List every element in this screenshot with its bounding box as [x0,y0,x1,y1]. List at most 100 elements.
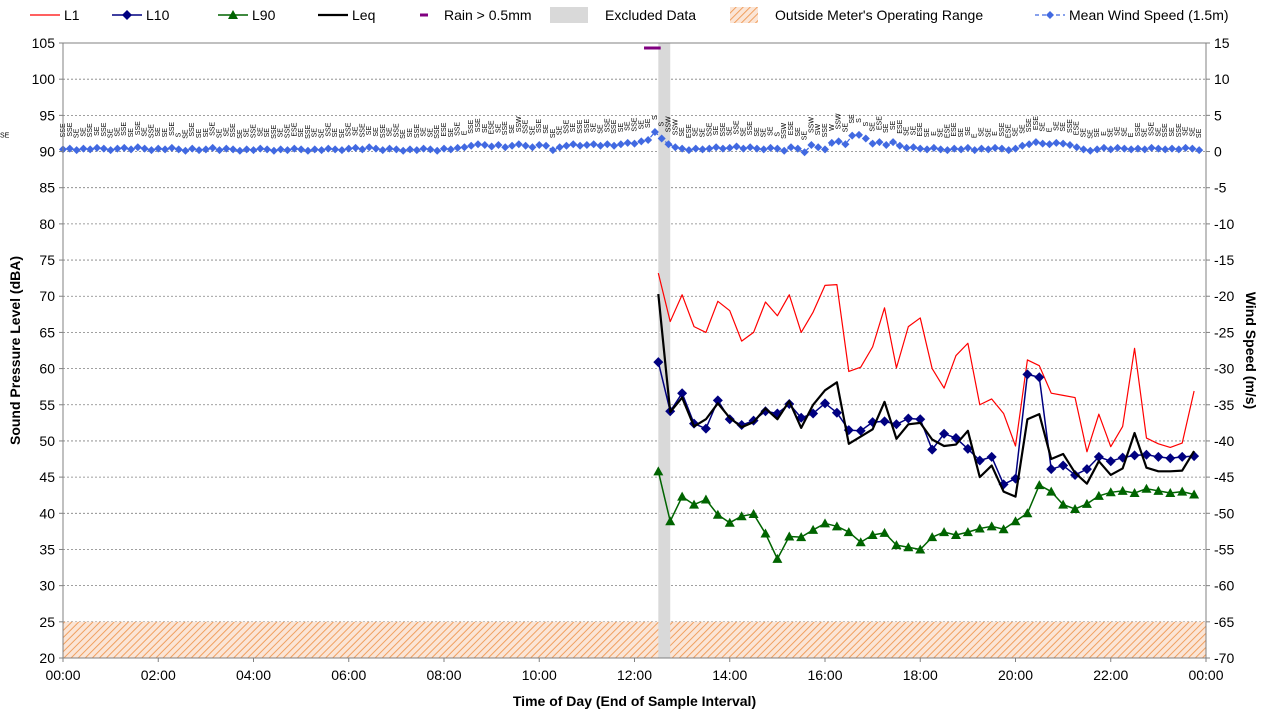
x-tick-label: 10:00 [522,667,557,683]
l90-point [689,499,700,509]
wind-speed-point [562,141,571,150]
wind-direction-label: SE [557,126,564,136]
wind-direction-label: SE [910,126,917,136]
wind-speed-point [269,146,278,155]
l10-point [700,423,711,434]
l10-line [657,361,1195,486]
wind-speed-point [249,146,258,155]
wind-direction-label: SE [332,128,339,138]
wind-speed-point [834,137,843,146]
wind-direction-label: SE [849,114,856,124]
wind-direction-label: SE [114,127,121,137]
l90-point [879,527,890,537]
wind-direction-label: SE [645,118,652,128]
wind-direction-label: SSE [706,122,713,136]
wind-speed-point [800,148,809,157]
wind-speed-point [147,146,156,155]
x-tick-label: 22:00 [1093,667,1128,683]
wind-speed-point [1154,144,1163,153]
wind-direction-label: SE [482,123,489,133]
wind-speed-point [392,145,401,154]
wind-speed-point [977,144,986,153]
y2-tick-label: 10 [1214,71,1230,87]
y-tick-label: 60 [39,361,55,377]
wind-direction-label: SE [679,127,686,137]
wind-direction-label: SE [1189,127,1196,137]
y-tick-label: 40 [39,505,55,521]
wind-speed-point [487,142,496,151]
y-tick-label: 85 [39,180,55,196]
l90-point [831,521,842,531]
y2-tick-label: -60 [1214,578,1234,594]
wind-direction-label: SE [353,126,360,136]
l10-point [831,407,842,418]
wind-direction-label: SE [155,127,162,137]
l90-point [1165,488,1176,498]
wind-speed-point [419,144,428,153]
l90-point [796,532,807,542]
wind-direction-label: SE [509,124,516,134]
wind-speed-point [684,146,693,155]
l90-point [665,516,676,526]
wind-direction-label: SSE [1026,118,1033,132]
wind-direction-label: SE [591,123,598,133]
l10-point [760,406,771,417]
wind-direction-label: SSE [604,118,611,132]
l90-point [1153,485,1164,495]
wind-speed-point [603,140,612,149]
wind-speed-point [127,145,136,154]
l10-point [939,428,950,439]
y2-tick-label: -10 [1214,216,1234,232]
wind-direction-label: SSE [632,117,639,131]
wind-direction-label: SSE [230,123,237,137]
wind-direction-label: ESE [441,122,448,136]
l90-point [772,553,783,563]
l90-point [808,524,819,534]
x-tick-label: 08:00 [426,667,461,683]
wind-speed-point [65,144,74,153]
y2-tick-label: -25 [1214,324,1234,340]
y2-tick-label: -70 [1214,650,1234,666]
wind-direction-label: SE [427,128,434,138]
wind-direction-label: ESE [897,119,904,133]
l90-point [1022,508,1033,518]
wind-direction-label: SE [1019,124,1026,134]
y2-tick-label: 5 [1214,107,1222,123]
wind-direction-label: SE [985,128,992,138]
legend-item-rain: Rain > 0.5mm [420,7,532,23]
x-tick-label: 00:00 [1188,667,1223,683]
plot-area: SSE SSE SE SE SSE SE SSE SE SE SSE SE SSE SE SSE SE SE S… [0,43,1206,658]
wind-speed-point [1038,139,1047,148]
wind-speed-point [1127,145,1136,154]
wind-direction-label: SE [543,124,550,134]
wind-direction-label: SSW [781,122,788,138]
y2-tick-label: 15 [1214,35,1230,51]
l90-point [677,491,688,501]
wind-direction-label: SE [1169,127,1176,137]
y-tick-label: 95 [39,107,55,123]
wind-speed-point [399,146,408,155]
wind-speed-point [283,146,292,155]
wind-speed-point [535,141,544,150]
wind-direction-label: SE [196,128,203,138]
wind-direction-label: SE [1040,122,1047,132]
wind-direction-label: SSE [475,118,482,132]
y2-tick-label: -45 [1214,469,1234,485]
y2-tick-label: -40 [1214,433,1234,449]
wind-direction-label: E [461,130,468,135]
wind-speed-point [385,144,394,153]
wind-direction-label: SE [597,124,604,134]
l10-point [1105,456,1116,467]
wind-direction-label: SE [1087,129,1094,139]
wind-direction-label: SE [223,127,230,137]
wind-direction-label: S [863,122,870,127]
wind-speed-point [732,142,741,151]
wind-direction-label: ESE [944,124,951,138]
l10-point [855,425,866,436]
wind-speed-point [99,144,108,153]
wind-direction-label: SE [795,127,802,137]
x-tick-label: 02:00 [141,667,176,683]
wind-direction-label: ESE [686,124,693,138]
wind-speed-point [1072,143,1081,152]
y-tick-label: 55 [39,397,55,413]
